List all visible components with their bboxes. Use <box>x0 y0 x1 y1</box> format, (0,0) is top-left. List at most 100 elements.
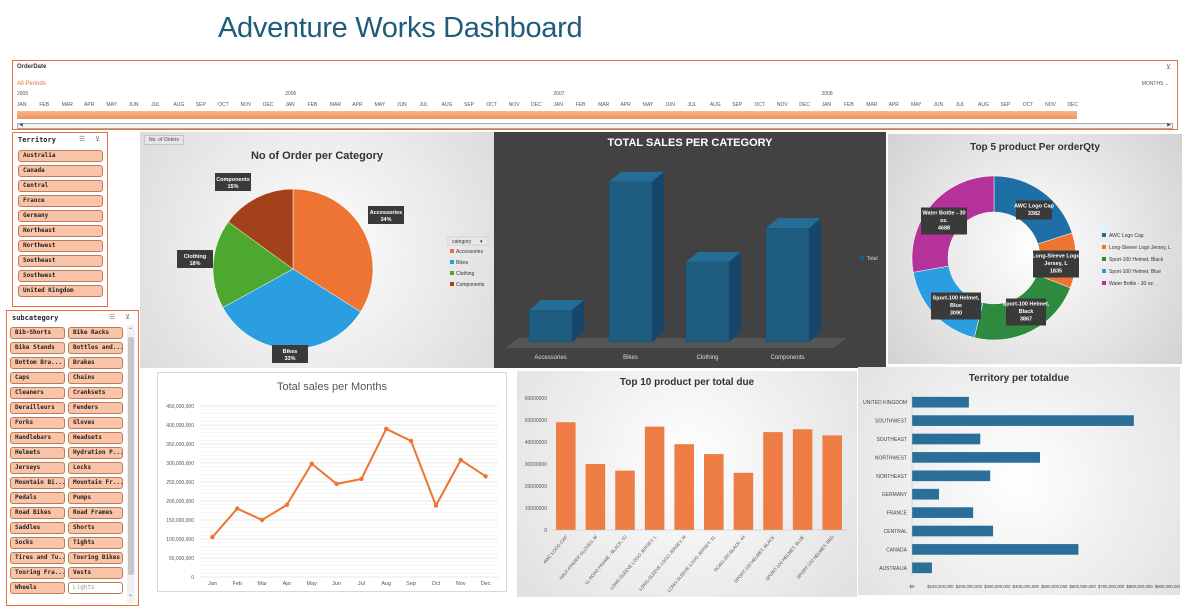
subcategory-item[interactable]: Bottom Bra... <box>10 357 65 369</box>
timeline-month[interactable]: MAY <box>642 102 654 108</box>
timeline-month[interactable]: JAN <box>285 102 295 108</box>
timeline-month[interactable]: JUL <box>687 102 697 108</box>
timeline-month[interactable]: MAY <box>911 102 922 108</box>
subcategory-item[interactable]: Bike Stands <box>10 342 65 354</box>
slicer-scrollbar[interactable]: ⌃ ⌄ <box>127 325 135 603</box>
timeline-month[interactable]: JUL <box>151 102 160 108</box>
subcategory-item[interactable]: Touring Bikes <box>68 552 123 564</box>
territory-item[interactable]: Southeast <box>18 255 103 267</box>
timeline-month[interactable]: NOV <box>240 102 252 108</box>
subcategory-item[interactable]: Mountain Bi... <box>10 477 65 489</box>
clear-filter-icon[interactable]: ⊻ <box>125 314 131 321</box>
territory-item[interactable]: Southwest <box>18 270 103 282</box>
territory-item[interactable]: United Kingdom <box>18 285 103 297</box>
timeline-month[interactable]: MAY <box>374 102 386 108</box>
timeline-month[interactable]: MAR <box>61 102 73 108</box>
timeline-month[interactable]: APR <box>84 102 95 108</box>
top5-product-orderqty-chart[interactable]: Top 5 product Per orderQty AWC Logo Cap 3… <box>888 134 1182 364</box>
subcategory-item[interactable]: Road Bikes <box>10 507 65 519</box>
scroll-down-icon[interactable]: ⌄ <box>128 592 134 598</box>
timeline-month[interactable]: AUG <box>709 102 721 108</box>
timeline-month[interactable]: OCT <box>486 102 497 108</box>
subcategory-item[interactable]: Headsets <box>68 432 123 444</box>
subcategory-item[interactable]: Mountain Fr... <box>68 477 123 489</box>
timeline-month[interactable]: NOV <box>1045 102 1056 108</box>
timeline-month[interactable]: MAR <box>329 102 342 108</box>
subcategory-item[interactable]: Saddles <box>10 522 65 534</box>
subcategory-item[interactable]: Socks <box>10 537 65 549</box>
timeline-month[interactable]: MAY <box>106 102 117 108</box>
territory-item[interactable]: France <box>18 195 103 207</box>
timeline-level-dropdown[interactable]: MONTHS ⌄ <box>1142 81 1169 87</box>
territory-item[interactable]: Australia <box>18 150 103 162</box>
clear-filter-icon[interactable]: ⊻ <box>95 136 101 143</box>
timeline-month[interactable]: JAN <box>821 102 832 108</box>
territory-item[interactable]: Central <box>18 180 103 192</box>
subcategory-item[interactable]: Forks <box>10 417 65 429</box>
timeline-month[interactable]: JAN <box>17 102 27 108</box>
timeline-month[interactable]: JUL <box>955 102 965 108</box>
timeline-month[interactable]: AUG <box>978 102 989 108</box>
scroll-right-icon[interactable]: ▶ <box>1167 122 1171 128</box>
timeline-month[interactable]: AUG <box>441 102 453 108</box>
timeline-month[interactable]: SEP <box>464 102 475 108</box>
field-button[interactable]: No. of Orders <box>144 135 185 145</box>
subcategory-item[interactable]: Derailleurs <box>10 402 65 414</box>
subcategory-item[interactable]: Touring Fra... <box>10 567 65 579</box>
subcategory-item[interactable]: Fenders <box>68 402 123 414</box>
orders-per-category-chart[interactable]: No. of Orders No of Order per Category A… <box>140 132 494 368</box>
territory-item[interactable]: Canada <box>18 165 103 177</box>
timeline-month[interactable]: DEC <box>1067 102 1078 108</box>
subcategory-item[interactable]: Cranksets <box>68 387 123 399</box>
subcategory-item[interactable]: Helmets <box>10 447 65 459</box>
timeline-month[interactable]: OCT <box>754 102 766 108</box>
timeline-month[interactable]: APR <box>620 102 631 108</box>
subcategory-item[interactable]: Bike Racks <box>68 327 123 339</box>
timeline-month[interactable]: APR <box>888 102 899 108</box>
timeline-scrollbar[interactable]: ◀ ▶ <box>17 122 1173 129</box>
order-date-timeline[interactable]: OrderDate ⊻ All Periods MONTHS ⌄ 2005 200… <box>12 60 1178 130</box>
scroll-left-icon[interactable]: ◀ <box>19 122 23 128</box>
subcategory-item[interactable]: Handlebars <box>10 432 65 444</box>
timeline-month[interactable]: DEC <box>799 102 810 108</box>
subcategory-item[interactable]: Vests <box>68 567 123 579</box>
timeline-month[interactable]: FEB <box>307 102 318 108</box>
sales-per-category-chart[interactable]: TOTAL SALES PER CATEGORY Accessories Bike… <box>494 132 886 368</box>
subcategory-item[interactable]: Bottles and... <box>68 342 123 354</box>
scrollbar-thumb[interactable] <box>128 337 134 575</box>
subcategory-item[interactable]: Lights <box>68 582 123 594</box>
subcategory-item[interactable]: Locks <box>68 462 123 474</box>
subcategory-item[interactable]: Pedals <box>10 492 65 504</box>
subcategory-item[interactable]: Chains <box>68 372 123 384</box>
timeline-month[interactable]: DEC <box>531 102 542 108</box>
subcategory-item[interactable]: Road Frames <box>68 507 123 519</box>
sales-per-month-chart[interactable]: Total sales per Months 0 50,000,000 100,00… <box>157 372 507 592</box>
timeline-month[interactable]: SEP <box>732 102 743 108</box>
timeline-month[interactable]: FEB <box>843 102 854 108</box>
timeline-month[interactable]: AUG <box>173 102 185 108</box>
subcategory-item[interactable]: Tires and Tu... <box>10 552 65 564</box>
timeline-month[interactable]: SEP <box>195 102 206 108</box>
timeline-month[interactable]: DEC <box>262 102 274 108</box>
timeline-month[interactable]: OCT <box>1022 102 1034 108</box>
territory-item[interactable]: Northeast <box>18 225 103 237</box>
timeline-month[interactable]: JAN <box>553 102 563 108</box>
subcategory-item[interactable]: Tights <box>68 537 123 549</box>
timeline-month[interactable]: OCT <box>218 102 229 108</box>
subcategory-item[interactable]: Caps <box>10 372 65 384</box>
top10-product-totaldue-chart[interactable]: Top 10 product per total due 0 10000000 20… <box>517 371 857 597</box>
timeline-month[interactable]: MAR <box>598 102 610 108</box>
timeline-month[interactable]: APR <box>352 102 363 108</box>
territory-totaldue-chart[interactable]: Territory per totaldue UNITED KINGDOM SOU… <box>858 367 1180 595</box>
timeline-month[interactable]: JUN <box>396 102 407 108</box>
timeline-month[interactable]: SEP <box>1000 102 1011 108</box>
timeline-month[interactable]: FEB <box>39 102 50 108</box>
clear-filter-icon[interactable]: ⊻ <box>1165 64 1171 71</box>
territory-item[interactable]: Northwest <box>18 240 103 252</box>
territory-item[interactable]: Germany <box>18 210 103 222</box>
subcategory-item[interactable]: Hydration P... <box>68 447 123 459</box>
timeline-month[interactable]: FEB <box>575 102 586 108</box>
subcategory-item[interactable]: Gloves <box>68 417 123 429</box>
subcategory-item[interactable]: Shorts <box>68 522 123 534</box>
subcategory-item[interactable]: Wheels <box>10 582 65 594</box>
